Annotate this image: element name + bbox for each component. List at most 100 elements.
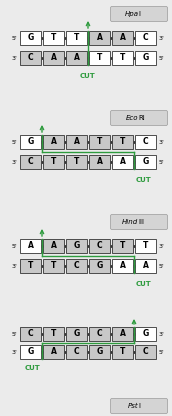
- Text: A: A: [120, 158, 125, 166]
- Bar: [135, 135, 156, 149]
- Bar: [89, 327, 110, 341]
- FancyBboxPatch shape: [110, 215, 168, 230]
- Bar: [43, 259, 64, 273]
- Bar: [112, 31, 133, 45]
- Text: C: C: [28, 329, 33, 339]
- Text: G: G: [27, 34, 34, 42]
- Text: 3': 3': [159, 332, 165, 337]
- Text: 3': 3': [11, 263, 17, 268]
- Bar: [135, 259, 156, 273]
- Text: A: A: [28, 242, 33, 250]
- Bar: [112, 51, 133, 65]
- Text: C: C: [143, 347, 148, 357]
- Text: C: C: [97, 329, 102, 339]
- Bar: [66, 327, 87, 341]
- Text: C: C: [74, 347, 79, 357]
- Text: T: T: [51, 262, 56, 270]
- Text: T: T: [97, 138, 102, 146]
- Text: 3': 3': [159, 35, 165, 40]
- Bar: [20, 155, 41, 169]
- Text: C: C: [143, 138, 148, 146]
- Bar: [66, 51, 87, 65]
- Text: A: A: [120, 329, 125, 339]
- Text: A: A: [51, 138, 56, 146]
- Text: T: T: [97, 54, 102, 62]
- Text: 5': 5': [159, 349, 165, 354]
- Bar: [135, 51, 156, 65]
- Bar: [89, 155, 110, 169]
- Bar: [43, 239, 64, 253]
- Text: C: C: [28, 158, 33, 166]
- Text: A: A: [143, 262, 148, 270]
- Bar: [135, 345, 156, 359]
- Bar: [66, 155, 87, 169]
- Text: C: C: [74, 262, 79, 270]
- Text: 3': 3': [159, 139, 165, 144]
- Text: G: G: [27, 347, 34, 357]
- Text: 3': 3': [159, 243, 165, 248]
- Text: I: I: [138, 403, 141, 409]
- Text: CUT: CUT: [80, 73, 96, 79]
- Text: 5': 5': [11, 243, 17, 248]
- Text: G: G: [96, 347, 103, 357]
- FancyBboxPatch shape: [110, 399, 168, 414]
- Bar: [66, 259, 87, 273]
- Bar: [135, 327, 156, 341]
- Bar: [66, 345, 87, 359]
- Text: I: I: [138, 11, 141, 17]
- Text: CUT: CUT: [24, 365, 40, 371]
- Bar: [112, 345, 133, 359]
- Text: A: A: [51, 347, 56, 357]
- Bar: [89, 135, 110, 149]
- Bar: [20, 135, 41, 149]
- Bar: [66, 31, 87, 45]
- Bar: [112, 259, 133, 273]
- Bar: [20, 345, 41, 359]
- Text: G: G: [73, 329, 80, 339]
- Bar: [43, 345, 64, 359]
- Bar: [43, 135, 64, 149]
- Text: C: C: [97, 242, 102, 250]
- Text: RI: RI: [138, 115, 145, 121]
- Bar: [89, 345, 110, 359]
- Text: T: T: [120, 138, 125, 146]
- Bar: [43, 155, 64, 169]
- Text: T: T: [51, 158, 56, 166]
- Text: G: G: [142, 54, 149, 62]
- Bar: [43, 31, 64, 45]
- Text: A: A: [51, 242, 56, 250]
- Text: T: T: [143, 242, 148, 250]
- Bar: [66, 239, 87, 253]
- Text: C: C: [28, 54, 33, 62]
- Text: A: A: [74, 54, 79, 62]
- Bar: [89, 51, 110, 65]
- Text: A: A: [96, 34, 103, 42]
- Bar: [135, 155, 156, 169]
- Text: 5': 5': [11, 332, 17, 337]
- Text: T: T: [51, 329, 56, 339]
- Bar: [89, 239, 110, 253]
- Bar: [20, 51, 41, 65]
- Text: G: G: [142, 158, 149, 166]
- Text: A: A: [96, 158, 103, 166]
- Bar: [112, 135, 133, 149]
- Text: A: A: [120, 262, 125, 270]
- Bar: [135, 239, 156, 253]
- Bar: [135, 31, 156, 45]
- Text: A: A: [120, 34, 125, 42]
- Text: CUT: CUT: [136, 177, 152, 183]
- Text: Pst: Pst: [128, 403, 138, 409]
- Text: G: G: [96, 262, 103, 270]
- Text: T: T: [51, 34, 56, 42]
- Text: T: T: [120, 347, 125, 357]
- Text: G: G: [27, 138, 34, 146]
- Text: 3': 3': [11, 159, 17, 164]
- Bar: [20, 239, 41, 253]
- Text: 5': 5': [11, 139, 17, 144]
- Text: 3': 3': [11, 55, 17, 60]
- Text: A: A: [51, 54, 56, 62]
- Bar: [89, 31, 110, 45]
- Text: Hpa: Hpa: [125, 11, 138, 17]
- Text: T: T: [28, 262, 33, 270]
- Text: T: T: [74, 158, 79, 166]
